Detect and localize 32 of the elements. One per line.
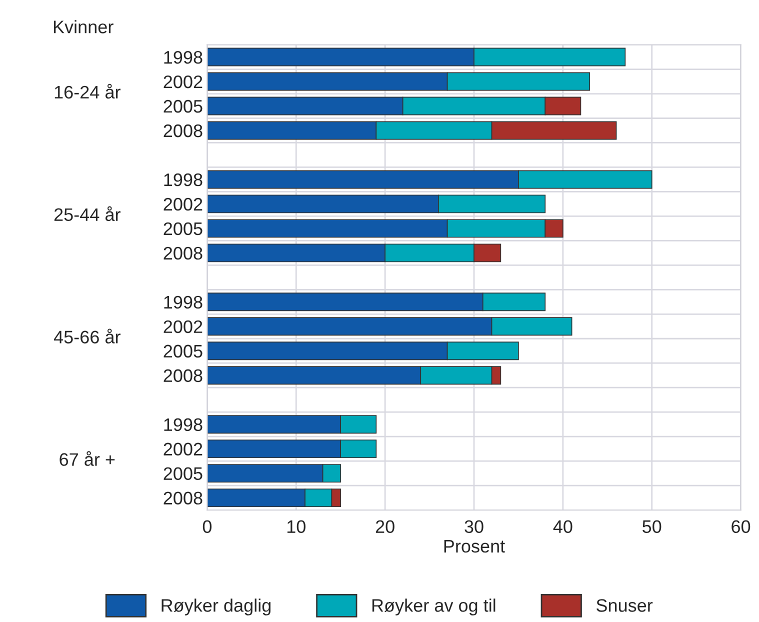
y-tick-label: 1998 — [164, 173, 202, 186]
text: 45-66 år — [54, 328, 120, 344]
x-tick-label: 10 — [287, 520, 306, 534]
text: 67 år + — [60, 451, 115, 466]
legend-label: Røyker daglig — [162, 598, 270, 616]
text: Kvinner — [54, 20, 114, 34]
legend-label: Røyker av og til — [372, 598, 496, 616]
x-tick-label: 30 — [464, 520, 484, 534]
y-tick-label: 2002 — [164, 442, 202, 456]
y-tick-label: 2008 — [164, 124, 202, 138]
y-tick-label: 1998 — [164, 50, 202, 64]
text: 16-24 år — [54, 84, 120, 99]
x-tick-label: 40 — [553, 520, 572, 534]
y-tick-label: 1998 — [164, 296, 202, 309]
text: 25-44 år — [54, 206, 120, 222]
y-tick-label: 2005 — [164, 222, 202, 236]
x-axis-title: Prosent — [444, 540, 505, 553]
y-tick-label: 2002 — [164, 75, 202, 88]
x-tick-label: 50 — [642, 520, 662, 534]
legend-label: Snuser — [596, 599, 653, 612]
y-tick-label: 2002 — [164, 320, 202, 334]
x-tick-label: 0 — [202, 520, 212, 534]
x-tick-label: 20 — [376, 520, 394, 534]
y-tick-label: 2005 — [164, 344, 202, 358]
y-tick-label: 2008 — [164, 369, 202, 382]
y-tick-label: 1998 — [164, 418, 202, 432]
y-tick-label: 2005 — [164, 467, 202, 480]
y-tick-label: 2008 — [164, 492, 202, 505]
y-tick-label: 2002 — [164, 198, 202, 211]
y-tick-label: 2005 — [164, 100, 202, 113]
y-tick-label: 2008 — [164, 246, 202, 260]
x-tick-label: 60 — [732, 520, 750, 534]
